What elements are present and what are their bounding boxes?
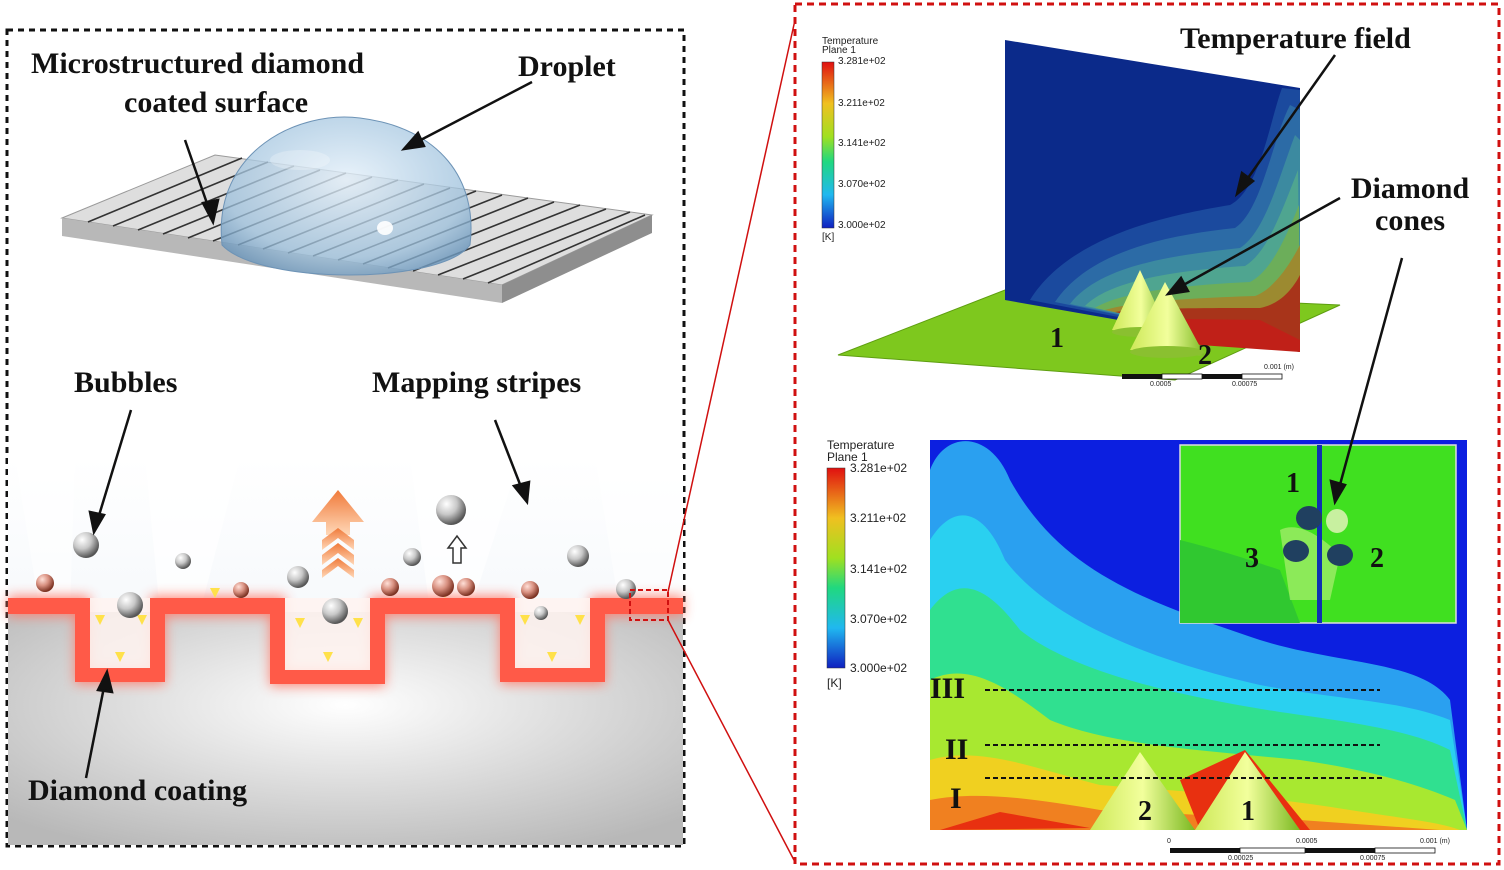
mapping-stripes-label: Mapping stripes xyxy=(372,366,582,399)
top-scale-mid2: 0.00075 xyxy=(1232,381,1258,388)
top-legend-tick-4: 3.000e+02 xyxy=(838,220,886,231)
heat-flow-arrow xyxy=(312,490,364,578)
cross-section xyxy=(8,458,683,845)
bottom-legend-tick-2: 3.141e+02 xyxy=(850,562,908,576)
inset-cone-2-label: 2 xyxy=(1370,543,1384,574)
left-arrows xyxy=(84,80,533,779)
zoom-line-bottom xyxy=(667,619,796,863)
top-scale-mid1: 0.0005 xyxy=(1150,381,1172,388)
diamond-cones-label: Diamond cones xyxy=(1350,172,1470,237)
bottom-scale-0: 0 xyxy=(1167,838,1171,845)
bottom-legend-title: Temperature Plane 1 xyxy=(827,438,895,464)
bottom-legend-bar xyxy=(826,467,846,669)
zoom-line-top xyxy=(667,19,796,593)
bottom-cone-1-label: 1 xyxy=(1241,796,1255,827)
diamond-coating-label: Diamond coating xyxy=(28,774,248,807)
bottom-scale-bar xyxy=(1170,847,1436,854)
inset-cone-1-label: 1 xyxy=(1286,468,1300,499)
bottom-legend-tick-0: 3.281e+02 xyxy=(850,461,908,475)
top-3d-simulation xyxy=(821,40,1341,381)
surface-label-line2: coated surface xyxy=(124,86,309,119)
line-III-label: III xyxy=(930,672,966,705)
zoom-box xyxy=(629,589,669,621)
cone-2 xyxy=(1090,752,1195,830)
droplet xyxy=(220,116,472,276)
top-legend-tick-0: 3.281e+02 xyxy=(838,56,886,67)
rising-arrow xyxy=(446,534,468,564)
top-scale-bar xyxy=(1122,373,1283,380)
temperature-field-label: Temperature field xyxy=(1180,22,1411,55)
inset-top-view xyxy=(1179,444,1457,624)
bubbles xyxy=(36,495,636,624)
line-II-label: II xyxy=(945,733,969,766)
top-legend-title: Temperature Plane 1 xyxy=(822,36,879,56)
top-legend-tick-1: 3.211e+02 xyxy=(838,98,885,109)
droplet-label: Droplet xyxy=(518,50,616,83)
bottom-legend-unit: [K] xyxy=(827,676,842,690)
top-legend-unit: [K] xyxy=(822,232,835,243)
top-legend-bar xyxy=(821,61,835,229)
bottom-legend-tick-1: 3.211e+02 xyxy=(850,511,907,525)
bottom-scale-end: 0.001 (m) xyxy=(1420,838,1450,845)
top-legend-tick-2: 3.141e+02 xyxy=(838,138,886,149)
inset-cone-3-label: 3 xyxy=(1245,543,1259,574)
bottom-legend-tick-4: 3.000e+02 xyxy=(850,661,908,675)
bottom-scale-sub2: 0.00075 xyxy=(1360,855,1386,862)
bottom-legend-tick-3: 3.070e+02 xyxy=(850,612,908,626)
surface-label-line1: Microstructured diamond xyxy=(31,47,365,80)
top-cone-1-label: 1 xyxy=(1050,323,1064,354)
cone-1 xyxy=(1195,752,1300,830)
bubbles-label: Bubbles xyxy=(74,366,178,399)
top-scale-right: 0.001 (m) xyxy=(1264,364,1294,371)
bottom-scale-sub1: 0.00025 xyxy=(1228,855,1254,862)
bottom-scale-mid: 0.0005 xyxy=(1296,838,1318,845)
line-I-label: I xyxy=(950,782,962,815)
bottom-2d-simulation xyxy=(826,440,1467,854)
bottom-cone-2-label: 2 xyxy=(1138,796,1152,827)
top-cone-2-label: 2 xyxy=(1198,340,1212,371)
top-legend-tick-3: 3.070e+02 xyxy=(838,179,886,190)
